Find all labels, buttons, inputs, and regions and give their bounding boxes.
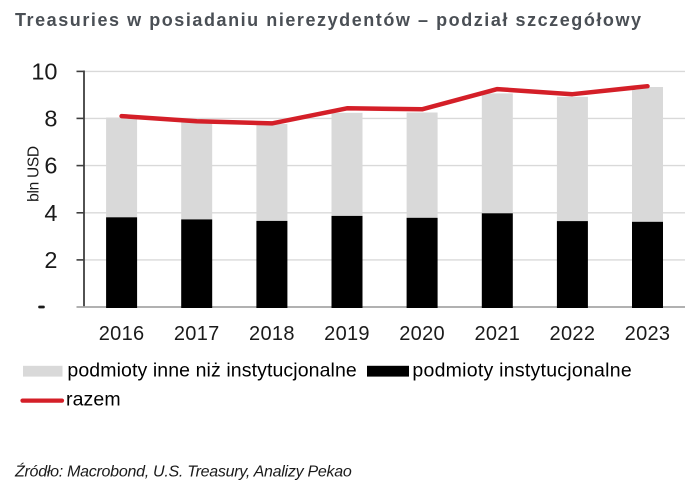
svg-text:2023: 2023 (625, 323, 671, 345)
svg-text:2016: 2016 (99, 323, 145, 345)
svg-text:2019: 2019 (324, 323, 370, 345)
svg-text:6: 6 (44, 153, 57, 179)
svg-text:podmioty instytucjonalne: podmioty instytucjonalne (412, 360, 632, 382)
svg-text:2: 2 (44, 247, 57, 273)
svg-text:10: 10 (31, 58, 57, 84)
svg-text:bln USD: bln USD (26, 146, 43, 202)
svg-text:2021: 2021 (474, 323, 520, 345)
svg-text:Źródło: Macrobond, U.S. Treasu: Źródło: Macrobond, U.S. Treasury, Analiz… (14, 462, 352, 481)
svg-text:2022: 2022 (550, 323, 596, 345)
svg-text:8: 8 (44, 105, 57, 131)
svg-text:Treasuries w posiadaniu nierez: Treasuries w posiadaniu nierezydentów – … (15, 10, 643, 30)
svg-text:4: 4 (44, 200, 57, 226)
svg-text:2020: 2020 (399, 323, 445, 345)
svg-text:podmioty inne niż instytucjona: podmioty inne niż instytucjonalne (67, 360, 356, 382)
svg-text:2017: 2017 (174, 323, 220, 345)
svg-text:2018: 2018 (249, 323, 295, 345)
svg-text:razem: razem (66, 389, 121, 411)
